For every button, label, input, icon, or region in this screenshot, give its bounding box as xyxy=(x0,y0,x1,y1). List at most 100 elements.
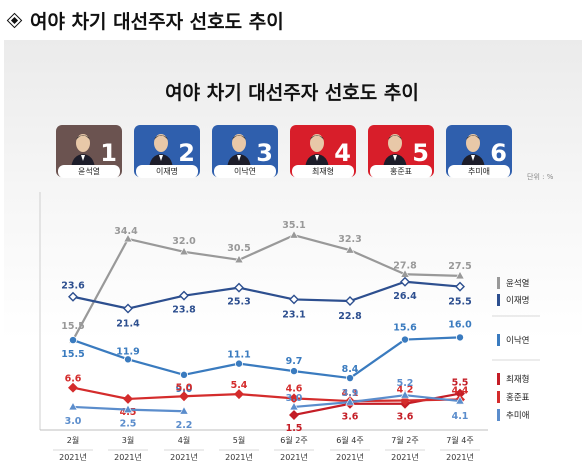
candidate-number: 6 xyxy=(490,139,507,167)
data-point xyxy=(400,276,410,287)
x-tick-label: 7월 2주 xyxy=(391,435,418,445)
series-line-홍준표 xyxy=(71,386,130,401)
data-point xyxy=(69,336,78,345)
legend-swatch xyxy=(497,334,500,346)
data-label: 4.4 xyxy=(452,385,469,396)
data-label: 8.4 xyxy=(342,364,359,375)
series-line-이재명 xyxy=(182,286,241,297)
data-point xyxy=(400,335,409,344)
data-label: 23.1 xyxy=(282,309,305,320)
data-label: 4.2 xyxy=(397,385,414,396)
data-point xyxy=(179,406,189,415)
legend-swatch xyxy=(497,294,500,306)
data-label: 15.5 xyxy=(61,321,84,332)
legend-entry: 윤석열 xyxy=(506,278,530,289)
data-label: 22.8 xyxy=(338,311,362,322)
data-point xyxy=(124,355,133,364)
data-point xyxy=(455,270,465,280)
chart-title: 여야 차기 대선주자 선호도 추이 xyxy=(165,82,419,104)
data-point xyxy=(400,395,410,406)
data-label: 3.0 xyxy=(65,416,82,427)
candidate-name: 이낙연 xyxy=(214,165,276,178)
data-label: 4.6 xyxy=(286,383,303,394)
x-tick-label: 2월 xyxy=(67,435,79,445)
x-tick-label: 3월 xyxy=(122,435,134,445)
data-label: 16.0 xyxy=(448,319,472,330)
series-line-이낙연 xyxy=(71,338,130,361)
series-line-추미애 xyxy=(126,408,186,413)
data-point xyxy=(234,282,244,293)
x-tick-label: 4월 xyxy=(178,435,190,445)
data-label: 25.5 xyxy=(448,297,471,308)
legend-entry: 홍준표 xyxy=(506,392,530,403)
data-label: 3.6 xyxy=(397,412,414,423)
data-point xyxy=(179,391,189,402)
series-line-홍준표 xyxy=(237,393,296,400)
series-line-이낙연 xyxy=(292,370,352,380)
candidate-name: 이재명 xyxy=(136,165,198,178)
data-label: 27.5 xyxy=(448,261,471,272)
series-line-홍준표 xyxy=(182,393,241,398)
x-tick-year: 2021년 xyxy=(280,452,308,462)
x-tick-year: 2021년 xyxy=(391,452,419,462)
candidate-number: 2 xyxy=(178,139,195,167)
data-point xyxy=(289,230,299,239)
x-tick-year: 2021년 xyxy=(170,452,198,462)
data-point xyxy=(179,246,189,256)
legend-entry: 이재명 xyxy=(506,295,529,306)
data-label: 5.5 xyxy=(452,378,469,389)
x-tick-year: 2021년 xyxy=(446,452,474,462)
x-tick-year: 2021년 xyxy=(59,452,87,462)
data-label: 2.5 xyxy=(120,419,137,430)
data-label: 11.1 xyxy=(227,350,250,361)
data-point xyxy=(68,291,78,302)
series-line-이재명 xyxy=(348,280,407,303)
data-label: 30.5 xyxy=(227,243,250,254)
series-line-이재명 xyxy=(292,298,352,303)
data-label: 1.5 xyxy=(286,423,303,434)
candidate-name: 윤석열 xyxy=(58,165,120,178)
data-label: 27.8 xyxy=(393,260,417,271)
series-line-이낙연 xyxy=(182,362,241,376)
series-line-최재형 xyxy=(292,402,352,417)
series-line-이재명 xyxy=(126,294,186,310)
data-point xyxy=(400,390,410,399)
series-line-이낙연 xyxy=(126,358,186,376)
data-label: 3.9 xyxy=(342,388,359,399)
data-point xyxy=(289,367,298,376)
data-point xyxy=(455,281,465,292)
candidate-number: 4 xyxy=(334,139,351,167)
series-line-추미애 xyxy=(348,394,407,404)
candidate-name: 추미애 xyxy=(448,165,510,178)
data-point xyxy=(345,374,354,383)
data-point xyxy=(179,290,189,301)
candidate-card-6: 6 추미애 xyxy=(446,125,512,178)
legend-entry: 이낙연 xyxy=(506,335,529,346)
data-point xyxy=(455,395,465,405)
series-line-이낙연 xyxy=(237,362,296,373)
data-point xyxy=(345,296,355,307)
legend-swatch xyxy=(497,391,500,403)
data-label: 3.6 xyxy=(342,412,359,423)
candidate-name: 최재형 xyxy=(292,165,354,178)
data-label: 5.4 xyxy=(231,380,248,391)
data-label: 4.1 xyxy=(452,411,469,422)
data-label: 23.8 xyxy=(172,305,196,316)
data-point xyxy=(123,233,133,243)
data-point xyxy=(123,303,133,314)
legend-entry: 추미애 xyxy=(506,411,529,421)
data-label: 15.5 xyxy=(61,349,84,360)
data-label: 32.3 xyxy=(338,234,361,245)
series-line-윤석열 xyxy=(348,249,407,276)
candidate-card-4: 4 최재형 xyxy=(290,125,356,178)
data-label: 9.0 xyxy=(176,384,193,395)
series-line-윤석열 xyxy=(292,234,352,252)
data-label: 21.4 xyxy=(116,319,140,330)
series-line-추미애 xyxy=(403,394,462,403)
data-point xyxy=(289,409,299,420)
series-line-추미애 xyxy=(292,401,352,409)
candidate-card-5: 5 홍준표 xyxy=(368,125,434,178)
x-tick-label: 6월 4주 xyxy=(336,435,363,445)
data-label: 4.1 xyxy=(342,388,359,399)
